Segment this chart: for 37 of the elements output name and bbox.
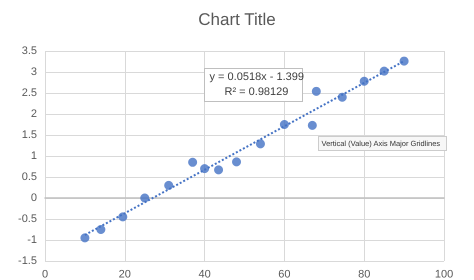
x-tick-label: 80 [358,268,370,280]
point [400,56,409,66]
point [164,180,174,190]
point [188,158,198,167]
point [256,139,265,148]
annotation: y = 0.0518x - 1.399 [210,71,304,83]
x-tick-label: 40 [198,268,211,280]
y-tick-label: 2.5 [22,87,37,99]
point [308,120,317,130]
y-tick-label: 0.5 [22,171,37,183]
point [338,92,347,102]
y-tick-label: 3.5 [22,45,37,57]
y-tick-label: 1.5 [22,129,37,141]
y-tick-label: 0 [30,192,37,204]
annotation: R² = 0.98129 [224,86,288,98]
point [312,86,321,96]
y-tick-label: 2 [30,108,37,120]
point [380,66,389,76]
point [200,164,210,174]
y-tick-label: -0.5 [18,213,37,225]
y-tick-label: -1 [27,234,37,246]
y-tick-label: -1.5 [18,255,37,267]
point [214,165,224,174]
x-tick-label: 20 [118,268,131,280]
x-tick-label: 60 [278,268,291,280]
point [96,225,106,234]
point [118,212,128,222]
point [232,157,242,166]
x-tick-label: 0 [42,268,48,280]
y-tick-label: 3 [30,66,37,78]
chart-title: Chart Title [198,10,276,29]
point [280,120,289,129]
y-tick-label: 1 [30,150,37,162]
x-tick-label: 100 [434,268,454,280]
point [140,194,150,202]
point [80,233,90,242]
point [360,76,369,86]
